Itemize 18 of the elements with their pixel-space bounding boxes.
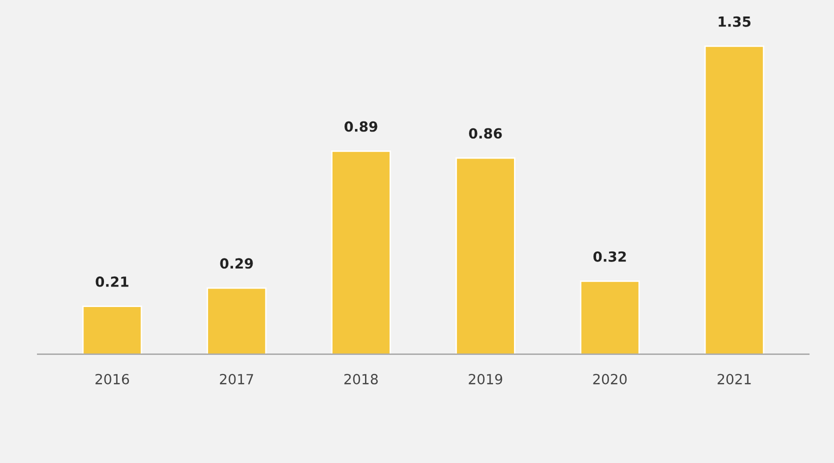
x-tick-label: 2019 xyxy=(468,374,502,384)
bar xyxy=(456,157,516,354)
bar xyxy=(704,46,764,354)
data-label: 0.21 xyxy=(96,276,128,287)
x-tick-label: 2020 xyxy=(593,374,627,384)
x-tick-label: 2021 xyxy=(718,374,751,384)
x-tick-label: 2018 xyxy=(344,374,378,384)
bar xyxy=(580,280,640,354)
bar xyxy=(82,306,142,354)
x-tick-label: 2016 xyxy=(96,374,129,384)
data-label: 0.89 xyxy=(344,121,378,132)
data-label: 0.29 xyxy=(220,258,253,269)
data-label: 0.32 xyxy=(593,251,626,262)
x-tick-label: 2017 xyxy=(220,374,254,384)
data-label: 0.86 xyxy=(469,128,502,139)
bar xyxy=(331,150,391,354)
data-label: 1.35 xyxy=(718,16,750,27)
bar xyxy=(206,287,267,354)
